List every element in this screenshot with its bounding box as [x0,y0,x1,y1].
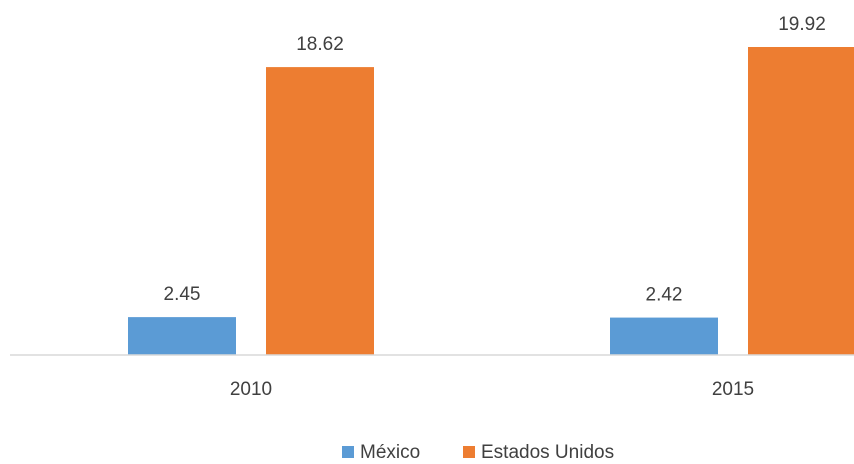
data-label: 19.92 [778,14,826,35]
x-tick-label: 2010 [230,379,272,400]
x-tick-label: 2015 [712,379,754,400]
legend-swatch [463,446,475,458]
bar [266,67,374,355]
legend-label: Estados Unidos [481,442,614,463]
bar [610,317,718,355]
data-label: 18.62 [296,34,344,55]
bar [128,317,236,355]
bar [748,47,854,355]
legend-swatch [342,446,354,458]
legend-label: México [360,442,420,463]
data-label: 2.45 [164,284,201,305]
data-label: 2.42 [646,285,683,306]
